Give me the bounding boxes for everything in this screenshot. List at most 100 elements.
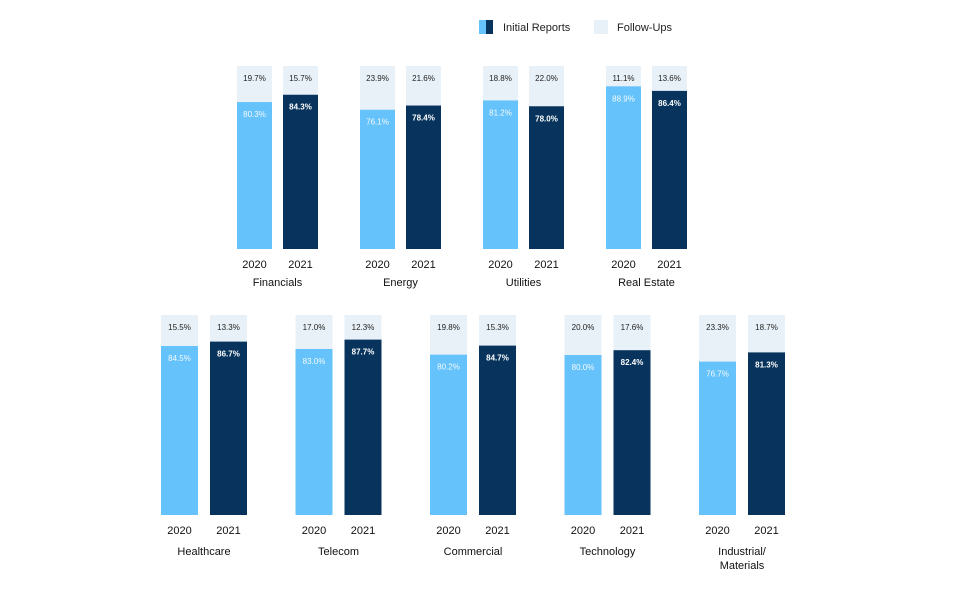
label-utilities-2020-followup: 18.8% (489, 74, 512, 83)
label-energy-2021-initial: 78.4% (412, 114, 435, 123)
legend-swatch-initial-2021 (486, 20, 493, 34)
label-technology-2020-initial: 80.0% (572, 363, 595, 372)
legend-label-initial-reports: Initial Reports (503, 22, 571, 34)
bar-commercial-2021-initial (479, 345, 516, 515)
group-label-real-estate: Real Estate (618, 277, 675, 289)
year-label-real-estate-2020: 2020 (611, 259, 635, 271)
bar-energy-2021-followup (406, 66, 441, 106)
label-real-estate-2020-followup: 11.1% (612, 74, 634, 83)
group-label-energy: Energy (383, 277, 418, 289)
label-commercial-2021-initial: 84.7% (486, 354, 509, 363)
bar-telecom-2020-followup (295, 315, 333, 349)
bar-healthcare-2021-followup (210, 315, 247, 342)
bar-healthcare-2020-initial (161, 346, 198, 515)
label-energy-2020-followup: 23.9% (366, 74, 389, 83)
group-label-healthcare: Healthcare (177, 546, 230, 558)
year-label-telecom-2021: 2021 (351, 525, 375, 537)
label-utilities-2021-initial: 78.0% (535, 114, 558, 123)
label-telecom-2020-followup: 17.0% (303, 323, 326, 332)
year-label-industrial-materials-2021: 2021 (754, 525, 778, 537)
label-utilities-2020-initial: 81.2% (489, 108, 512, 117)
bar-financials-2021-followup (283, 66, 318, 95)
year-label-technology-2021: 2021 (620, 525, 644, 537)
label-industrial-materials-2020-followup: 23.3% (706, 323, 729, 332)
label-healthcare-2020-followup: 15.5% (168, 323, 191, 332)
year-label-technology-2020: 2020 (571, 525, 595, 537)
year-label-energy-2021: 2021 (411, 259, 435, 271)
label-financials-2020-followup: 19.7% (243, 74, 266, 83)
label-utilities-2021-followup: 22.0% (535, 74, 558, 83)
label-commercial-2021-followup: 15.3% (486, 323, 509, 332)
bar-commercial-2020-initial (430, 354, 467, 515)
bar-real-estate-2021-followup (652, 66, 687, 91)
label-real-estate-2020-initial: 88.9% (612, 94, 635, 103)
group-label-industrial-materials-line-1: Industrial/ (718, 546, 767, 558)
label-healthcare-2020-initial: 84.5% (168, 354, 191, 363)
bar-utilities-2021-initial (529, 106, 564, 249)
bar-telecom-2020-initial (295, 349, 333, 515)
label-real-estate-2021-initial: 86.4% (658, 99, 681, 108)
year-label-utilities-2021: 2021 (534, 259, 558, 271)
bar-healthcare-2021-initial (210, 341, 247, 515)
label-energy-2020-initial: 76.1% (366, 118, 389, 127)
bar-financials-2020-initial (237, 102, 272, 250)
bar-utilities-2021-followup (529, 66, 564, 107)
bar-commercial-2021-followup (479, 315, 516, 346)
bar-energy-2021-initial (406, 105, 441, 249)
bar-industrial-materials-2020-initial (699, 361, 736, 515)
group-label-commercial: Commercial (444, 546, 503, 558)
legend-swatch-followups (594, 20, 608, 34)
group-label-technology: Technology (580, 546, 636, 558)
label-commercial-2020-initial: 80.2% (437, 363, 460, 372)
bar-telecom-2021-initial (344, 339, 382, 515)
bar-technology-2020-followup (564, 315, 602, 355)
bar-utilities-2020-initial (483, 100, 518, 250)
bar-commercial-2020-followup (430, 315, 467, 355)
label-technology-2021-initial: 82.4% (621, 358, 644, 367)
bar-financials-2021-initial (283, 94, 318, 249)
legend-swatch-initial-2020 (479, 20, 486, 34)
label-financials-2020-initial: 80.3% (243, 110, 266, 119)
label-industrial-materials-2021-initial: 81.3% (755, 360, 778, 369)
label-healthcare-2021-initial: 86.7% (217, 350, 240, 359)
year-label-telecom-2020: 2020 (302, 525, 326, 537)
legend-label-followups: Follow-Ups (617, 22, 673, 34)
year-label-industrial-materials-2020: 2020 (705, 525, 729, 537)
bars-layer: 19.7% 80.3% 2020 15.7% 84.3% 2021 Financials 23… (161, 66, 785, 572)
group-label-utilities: Utilities (506, 277, 542, 289)
year-label-real-estate-2021: 2021 (657, 259, 681, 271)
label-technology-2020-followup: 20.0% (572, 323, 595, 332)
bar-energy-2020-followup (360, 66, 395, 110)
year-label-energy-2020: 2020 (365, 259, 389, 271)
bar-real-estate-2021-initial (652, 90, 687, 249)
label-healthcare-2021-followup: 13.3% (217, 323, 240, 332)
label-industrial-materials-2020-initial: 76.7% (706, 370, 729, 379)
year-label-commercial-2021: 2021 (485, 525, 509, 537)
label-energy-2021-followup: 21.6% (412, 74, 435, 83)
bar-industrial-materials-2021-followup (748, 315, 785, 353)
label-technology-2021-followup: 17.6% (621, 323, 644, 332)
bar-real-estate-2020-initial (606, 86, 641, 249)
label-telecom-2021-initial: 87.7% (352, 348, 375, 357)
bar-technology-2021-followup (613, 315, 651, 351)
year-label-commercial-2020: 2020 (436, 525, 460, 537)
label-industrial-materials-2021-followup: 18.7% (755, 323, 778, 332)
bar-industrial-materials-2021-initial (748, 352, 785, 515)
bar-industrial-materials-2020-followup (699, 315, 736, 362)
bar-financials-2020-followup (237, 66, 272, 103)
label-financials-2021-initial: 84.3% (289, 103, 312, 112)
year-label-healthcare-2021: 2021 (216, 525, 240, 537)
label-commercial-2020-followup: 19.8% (437, 323, 460, 332)
label-telecom-2021-followup: 12.3% (352, 323, 375, 332)
year-label-financials-2021: 2021 (288, 259, 312, 271)
legend: Initial Reports Follow-Ups (479, 20, 673, 34)
bar-real-estate-2020-followup (606, 66, 641, 87)
label-telecom-2020-initial: 83.0% (303, 357, 326, 366)
label-real-estate-2021-followup: 13.6% (658, 74, 681, 83)
label-financials-2021-followup: 15.7% (289, 74, 312, 83)
group-label-telecom: Telecom (318, 546, 359, 558)
bar-technology-2021-initial (613, 350, 651, 515)
bar-energy-2020-initial (360, 109, 395, 249)
group-label-financials: Financials (253, 277, 303, 289)
